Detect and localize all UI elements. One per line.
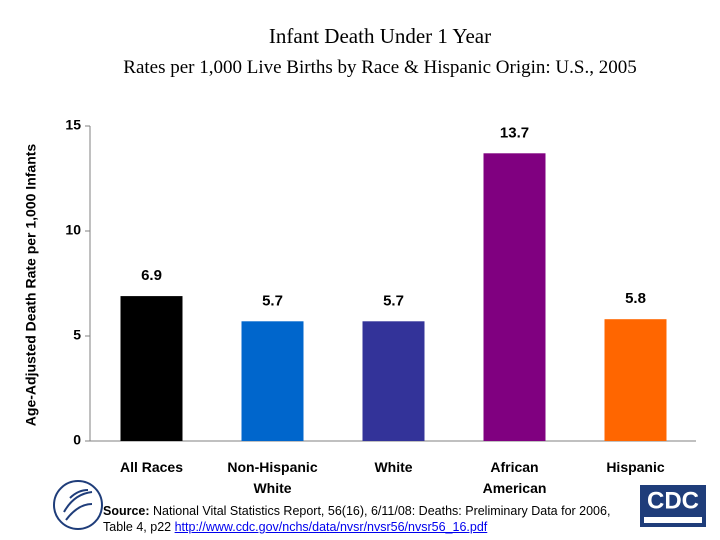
- value-label: 5.8: [625, 290, 646, 307]
- hhs-logo: [53, 480, 103, 530]
- y-tick-label: 15: [65, 117, 81, 133]
- bar: [483, 153, 546, 442]
- x-tick-label: Non-Hispanic White: [227, 459, 318, 496]
- y-tick-label: 0: [73, 432, 81, 448]
- y-tick-label: 5: [73, 327, 81, 343]
- bar: [120, 296, 183, 441]
- source-note: Source: National Vital Statistics Report…: [103, 503, 623, 535]
- value-label: 6.9: [141, 267, 162, 284]
- value-label: 5.7: [383, 292, 404, 309]
- bar: [604, 319, 667, 441]
- source-label: Source:: [103, 504, 150, 518]
- cdc-logo: CDC: [640, 485, 706, 527]
- logo-text: CDC: [647, 487, 699, 514]
- x-tick-label: White: [374, 459, 413, 475]
- source-link[interactable]: http://www.cdc.gov/nchs/data/nvsr/nvsr56…: [174, 520, 488, 534]
- y-tick-label: 10: [65, 222, 81, 238]
- value-label: 13.7: [500, 124, 529, 141]
- x-tick-label: All Races: [119, 459, 184, 475]
- chart-subtitle: Rates per 1,000 Live Births by Race & Hi…: [123, 57, 637, 78]
- x-tick-label: Hispanic: [606, 459, 665, 475]
- source-text: National Vital Statistics Report, 56(16)…: [103, 504, 611, 534]
- bar: [241, 321, 304, 441]
- value-label: 5.7: [262, 292, 283, 309]
- y-axis-label: Age-Adjusted Death Rate per 1,000 Infant…: [23, 144, 39, 427]
- x-tick-label: African American: [482, 459, 547, 496]
- bar: [362, 321, 425, 441]
- chart-title: Infant Death Under 1 Year: [268, 24, 492, 48]
